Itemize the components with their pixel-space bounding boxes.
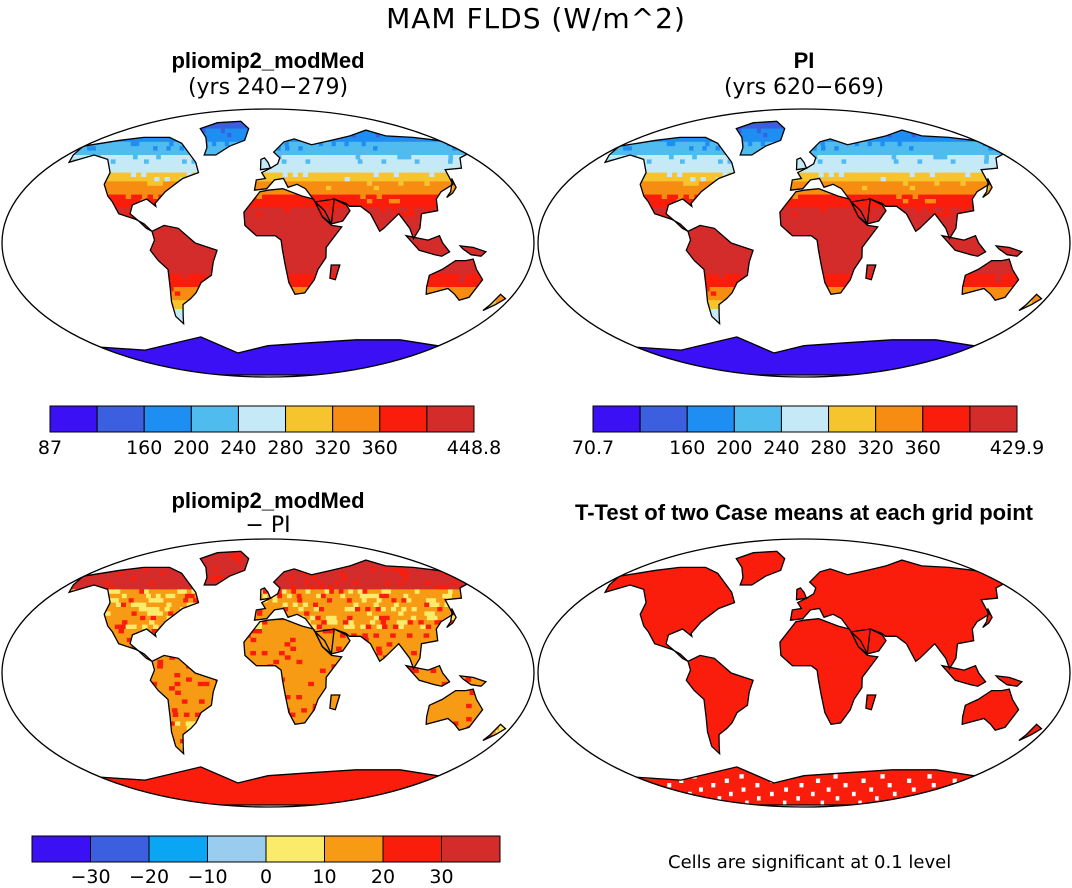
colorbar-tick-label: 360 xyxy=(905,437,941,459)
colorbar-swatch xyxy=(427,406,474,432)
map-pi xyxy=(536,108,1072,378)
figure-title: MAM FLDS (W/m^2) xyxy=(0,2,1072,35)
map-ttest xyxy=(536,538,1072,808)
colorbar-tick-label: 87 xyxy=(38,437,62,459)
panel2-subtitle: (yrs 620−669) xyxy=(536,75,1072,100)
colorbar-tick-label: 160 xyxy=(669,437,705,459)
panel1-subtitle: (yrs 240−279) xyxy=(0,75,536,100)
colorbar-tick-label: 200 xyxy=(173,437,209,459)
colorbar-swatch xyxy=(442,836,501,862)
significance-note: Cells are significant at 0.1 level xyxy=(668,852,951,873)
map-pliomip2-modmed xyxy=(0,108,536,378)
colorbar-swatch xyxy=(829,406,876,432)
panel2-title: PI xyxy=(536,48,1072,74)
colorbar-swatch xyxy=(32,836,91,862)
colorbar-difference xyxy=(32,836,500,862)
colorbar-tick-label: 200 xyxy=(716,437,752,459)
colorbar-swatch xyxy=(286,406,333,432)
colorbar-swatch xyxy=(333,406,380,432)
colorbar-swatch xyxy=(208,836,267,862)
colorbar-swatch xyxy=(687,406,734,432)
colorbar-swatch xyxy=(325,836,384,862)
colorbar-swatch xyxy=(593,406,640,432)
colorbar-swatch xyxy=(876,406,923,432)
colorbar-swatch xyxy=(191,406,238,432)
colorbar-tick-label: 320 xyxy=(315,437,351,459)
colorbar-tick-label: 320 xyxy=(858,437,894,459)
colorbar-swatch xyxy=(380,406,427,432)
colorbar-tick-label: 160 xyxy=(126,437,162,459)
colorbar-swatch xyxy=(383,836,442,862)
panel3-title: pliomip2_modMed xyxy=(0,488,536,514)
colorbar-swatch xyxy=(91,836,150,862)
colorbar-tick-label: 240 xyxy=(220,437,256,459)
colorbar-tick-label: 280 xyxy=(267,437,303,459)
map-difference xyxy=(0,538,536,808)
colorbar-swatch xyxy=(50,406,97,432)
colorbar-swatch xyxy=(923,406,970,432)
colorbar-tick-label: 240 xyxy=(763,437,799,459)
colorbar-swatch xyxy=(734,406,781,432)
panel4-title: T-Test of two Case means at each grid po… xyxy=(536,500,1072,526)
colorbar-swatch xyxy=(238,406,285,432)
colorbar-pliomip2-modmed xyxy=(50,406,474,432)
colorbar-swatch xyxy=(144,406,191,432)
colorbar-tick-label: 360 xyxy=(362,437,398,459)
colorbar-pi xyxy=(593,406,1017,432)
colorbar-tick-label: 448.8 xyxy=(447,437,501,459)
colorbar-tick-label: 280 xyxy=(810,437,846,459)
colorbar-tick-label: 429.9 xyxy=(990,437,1044,459)
colorbar-swatch xyxy=(149,836,208,862)
colorbar-swatch xyxy=(970,406,1017,432)
colorbar-tick-label: 70.7 xyxy=(572,437,614,459)
panel1-title: pliomip2_modMed xyxy=(0,48,536,74)
colorbar-swatch xyxy=(640,406,687,432)
colorbar-swatch xyxy=(266,836,325,862)
colorbar-swatch xyxy=(781,406,828,432)
colorbar-swatch xyxy=(97,406,144,432)
panel3-subtitle: − PI xyxy=(0,513,536,538)
